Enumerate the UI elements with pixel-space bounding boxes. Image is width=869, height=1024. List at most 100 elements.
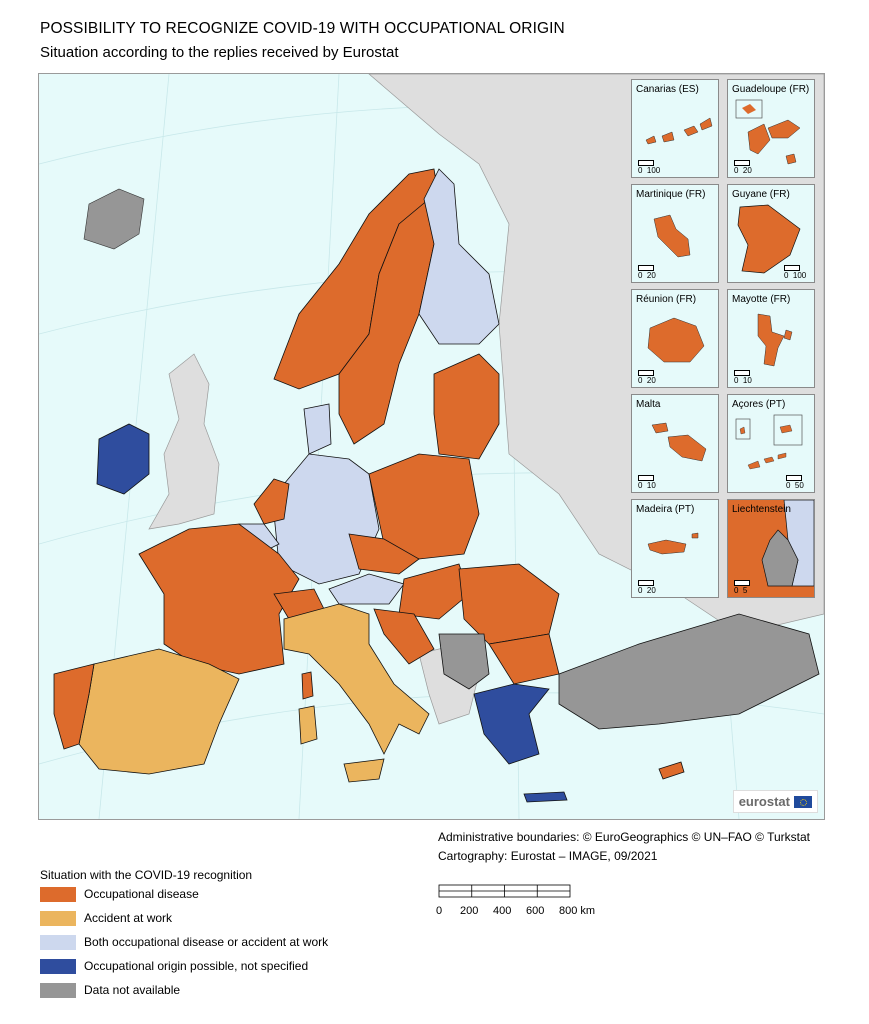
portugal [53, 663, 95, 750]
madeira-shape [647, 532, 699, 555]
scale-label: 600 [526, 905, 545, 917]
inset-scale-text: 0 20 [638, 376, 656, 385]
inset-scale-text: 0 100 [784, 271, 807, 280]
legend-item-origin-not-specified: Occupational origin possible, not specif… [40, 956, 308, 976]
liechtenstein-shape [761, 500, 814, 587]
map-title: POSSIBILITY TO RECOGNIZE COVID-19 WITH O… [40, 20, 565, 37]
sicily [343, 758, 385, 783]
turkey [558, 613, 820, 730]
inset-scale-bar [638, 265, 654, 271]
legend-swatch [40, 886, 76, 902]
inset-scale-bar [734, 580, 750, 586]
netherlands [253, 478, 290, 525]
acores-shape [735, 414, 803, 470]
inset-label: Guyane (FR) [732, 189, 790, 200]
inset-scale-text: 0 10 [638, 481, 656, 490]
legend-swatch [40, 982, 76, 998]
malta-shape [651, 422, 707, 462]
crete [523, 791, 568, 803]
legend-item-not-available: Data not available [40, 980, 180, 1000]
scale-label: 200 [460, 905, 479, 917]
italy [283, 603, 430, 755]
inset-scale-bar [734, 370, 750, 376]
inset-scale-text: 0 10 [734, 376, 752, 385]
inset-label: Liechtenstein [732, 504, 791, 515]
inset-scale-bar [784, 265, 800, 271]
austria [328, 573, 405, 605]
legend-label: Occupational origin possible, not specif… [84, 959, 309, 973]
credits-boundaries: Administrative boundaries: © EuroGeograp… [438, 830, 811, 844]
inset-acores: Açores (PT) 0 50 [727, 394, 815, 493]
inset-scale-bar [734, 160, 750, 166]
cyprus [658, 761, 685, 780]
canarias-shape [645, 117, 713, 145]
czechia [348, 533, 420, 575]
guadeloupe-shape [735, 99, 801, 165]
inset-scale-text: 0 50 [786, 481, 804, 490]
inset-martinique: Martinique (FR) 0 20 [631, 184, 719, 283]
inset-reunion: Réunion (FR) 0 20 [631, 289, 719, 388]
eu-flag-icon [794, 795, 812, 808]
scale-label: 400 [493, 905, 512, 917]
inset-guyane: Guyane (FR) 0 100 [727, 184, 815, 283]
map-subtitle: Situation according to the replies recei… [40, 44, 399, 61]
inset-scale-text: 0 20 [734, 166, 752, 175]
scale-label: 0 [436, 905, 443, 917]
denmark [303, 403, 332, 455]
corsica [301, 671, 314, 700]
ireland [96, 423, 150, 495]
inset-mayotte: Mayotte (FR) 0 10 [727, 289, 815, 388]
great-britain [148, 353, 220, 530]
inset-scale-text: 0 100 [638, 166, 661, 175]
spain [78, 648, 240, 775]
france [138, 523, 300, 675]
mayotte-shape [757, 313, 793, 367]
finland [418, 168, 500, 345]
greece [473, 683, 550, 765]
inset-scale-bar [786, 475, 802, 481]
eurostat-logo: eurostat [732, 790, 818, 813]
inset-scale-bar [638, 580, 654, 586]
inset-scale-bar [638, 370, 654, 376]
legend-item-occupational-disease: Occupational disease [40, 884, 199, 904]
legend-item-accident-at-work: Accident at work [40, 908, 172, 928]
legend-title: Situation with the COVID-19 recognition [40, 868, 253, 882]
croatia [373, 608, 435, 665]
legend-swatch [40, 910, 76, 926]
distance-scale: 0 200 400 600 800 km [436, 881, 595, 917]
sardinia [298, 705, 318, 745]
romania [458, 563, 560, 645]
legend-swatch [40, 934, 76, 950]
western-balkans [438, 633, 490, 690]
inset-scale-text: 0 5 [734, 586, 748, 595]
inset-scale-text: 0 20 [638, 586, 656, 595]
martinique-shape [653, 214, 691, 258]
scale-bar-graphic [438, 884, 571, 898]
inset-scale-text: 0 20 [638, 271, 656, 280]
inset-scale-bar [638, 160, 654, 166]
inset-madeira: Madeira (PT) 0 20 [631, 499, 719, 598]
europe-map: Canarias (ES) 0 100 Guadeloupe (FR) 0 20… [38, 73, 825, 820]
legend-swatch [40, 958, 76, 974]
inset-guadeloupe: Guadeloupe (FR) 0 20 [727, 79, 815, 178]
inset-liechtenstein: Liechtenstein 0 5 [727, 499, 815, 598]
inset-canarias: Canarias (ES) 0 100 [631, 79, 719, 178]
inset-label: Mayotte (FR) [732, 294, 791, 305]
inset-label: Guadeloupe (FR) [732, 84, 810, 95]
inset-label: Açores (PT) [732, 399, 786, 410]
inset-malta: Malta 0 10 [631, 394, 719, 493]
reunion-shape [647, 317, 705, 363]
legend-label: Both occupational disease or accident at… [84, 935, 329, 949]
inset-label: Malta [636, 399, 661, 410]
legend-label: Data not available [84, 983, 181, 997]
inset-label: Canarias (ES) [636, 84, 699, 95]
legend-item-both: Both occupational disease or accident at… [40, 932, 328, 952]
scale-label: 800 km [559, 905, 596, 917]
credits-cartography: Cartography: Eurostat – IMAGE, 09/2021 [438, 849, 658, 863]
baltic-states [433, 353, 500, 460]
inset-label: Madeira (PT) [636, 504, 695, 515]
inset-label: Réunion (FR) [636, 294, 697, 305]
inset-label: Martinique (FR) [636, 189, 706, 200]
guyane-shape [737, 204, 801, 274]
legend-label: Occupational disease [84, 887, 199, 901]
